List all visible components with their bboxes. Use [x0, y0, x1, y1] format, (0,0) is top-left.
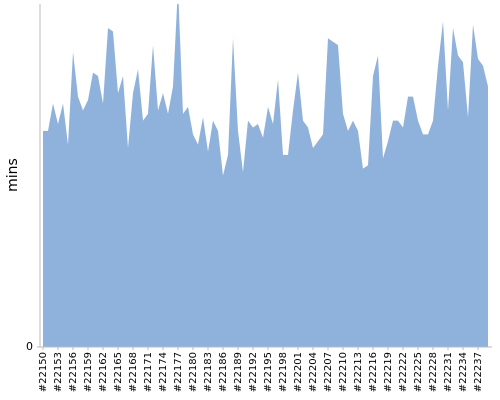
x-tick-label: #22192	[248, 352, 259, 392]
x-tick-label: #22168	[128, 352, 139, 392]
x-tick-label: #22207	[323, 352, 334, 392]
y-tick-label: 0	[26, 340, 33, 353]
x-tick-label: #22150	[38, 352, 49, 392]
x-tick-label: #22171	[143, 352, 154, 392]
x-tick-label: #22219	[383, 352, 394, 392]
y-axis-label: mins	[5, 158, 21, 192]
x-tick-label: #22231	[443, 352, 454, 392]
x-tick-label: #22201	[293, 352, 304, 392]
x-tick-label: #22156	[68, 352, 79, 392]
x-tick-label: #22195	[263, 352, 274, 392]
x-tick-label: #22186	[218, 352, 229, 392]
x-tick-label: #22189	[233, 352, 244, 392]
x-tick-label: #22159	[83, 352, 94, 392]
x-tick-label: #22225	[413, 352, 424, 392]
x-tick-label: #22198	[278, 352, 289, 392]
x-tick-label: #22216	[368, 352, 379, 392]
x-tick-label: #22234	[458, 352, 469, 392]
x-tick-label: #22204	[308, 352, 319, 392]
x-tick-label: #22177	[173, 352, 184, 392]
x-tick-label: #22162	[98, 352, 109, 392]
x-tick-label: #22165	[113, 352, 124, 392]
x-tick-label: #22153	[53, 352, 64, 392]
x-tick-label: #22213	[353, 352, 364, 392]
x-tick-label: #22237	[473, 352, 484, 392]
x-tick-label: #22183	[203, 352, 214, 392]
area	[43, 4, 488, 347]
x-tick-label: #22174	[158, 352, 169, 392]
x-tick-label: #22210	[338, 352, 349, 392]
x-tick-label: #22180	[188, 352, 199, 392]
x-tick-label: #22228	[428, 352, 439, 392]
x-tick-label: #22222	[398, 352, 409, 392]
